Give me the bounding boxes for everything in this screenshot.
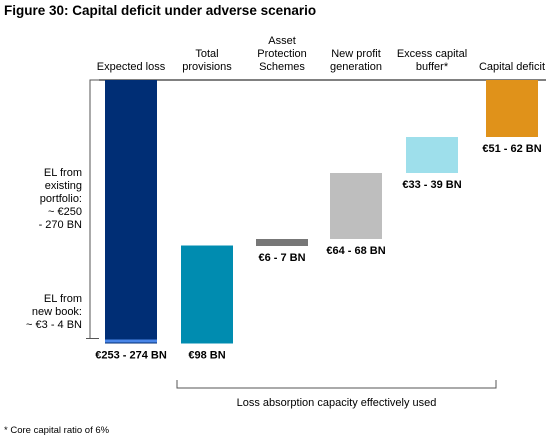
value-label-4: €64 - 68 BN [326,245,385,257]
footnote: * Core capital ratio of 6% [4,425,110,436]
column-label-2-line-1: Total [195,48,218,60]
loss-absorption-bracket: Loss absorption capacity effectively use… [176,380,497,409]
breakdown-label-1-line-1: EL from [44,167,82,179]
column-label-3-line-3: Schemes [259,61,305,73]
figure-title: Figure 30: Capital deficit under adverse… [4,3,317,18]
value-labels: €253 - 274 BN €98 BN €6 - 7 BN €64 - 68 BN €… [95,143,541,362]
existing-portfolio-bracket [89,79,99,339]
value-label-6: €51 - 62 BN [482,143,541,155]
breakdown-label-1-line-3: portfolio: [40,193,82,205]
column-label-2-line-2: provisions [182,61,232,73]
value-label-2: €98 BN [188,350,225,362]
bar-2 [181,245,233,344]
breakdown-label-1-line-2: existing [45,180,82,192]
breakdown-label-2-line-1: EL from [44,293,82,305]
bar-3 [256,239,308,246]
column-label-4-line-2: generation [330,61,382,73]
bar-expected-loss-new-book [105,339,157,343]
value-label-3: €6 - 7 BN [258,252,305,264]
breakdown-label-2-line-3: ~ €3 - 4 BN [26,319,82,331]
column-label-5-line-1: Excess capital [397,48,467,60]
column-label-4-line-1: New profit [331,48,381,60]
value-label-5: €33 - 39 BN [402,179,461,191]
breakdown-label-1-line-4: ~ €250 [48,206,82,218]
loss-absorption-bracket-line [176,380,497,389]
column-label-1-line-1: Expected loss [97,61,166,73]
bar-5 [406,137,458,173]
breakdown-label-2-line-2: new book: [32,306,82,318]
loss-absorption-label: Loss absorption capacity effectively use… [237,397,437,409]
value-label-1: €253 - 274 BN [95,350,167,362]
expected-loss-bracket [86,79,99,339]
column-label-3-line-2: Protection [257,48,307,60]
bar-1 [105,80,157,344]
bar-6 [486,80,538,137]
column-label-5-line-2: buffer* [416,61,449,73]
bar-4 [330,173,382,239]
bars [105,80,538,344]
column-label-3-line-1: Asset [268,35,296,47]
column-label-6-line-1: Capital deficit [479,61,545,73]
breakdown-label-1-line-5: - 270 BN [39,219,82,231]
